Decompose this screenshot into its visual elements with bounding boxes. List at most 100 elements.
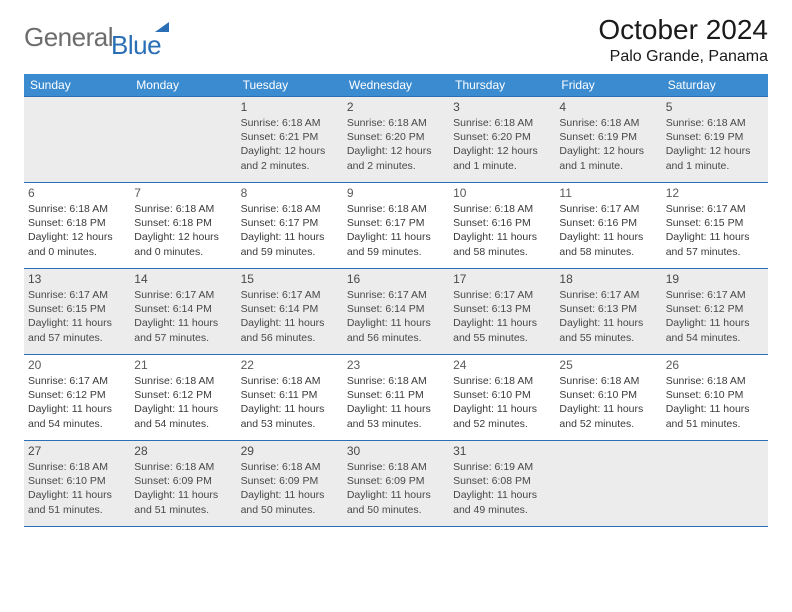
- day-number: 12: [666, 186, 764, 200]
- day-number: 3: [453, 100, 551, 114]
- day-number: 25: [559, 358, 657, 372]
- calendar-day-cell: 17 Sunrise: 6:17 AMSunset: 6:13 PMDayligh…: [449, 269, 555, 355]
- calendar-day-cell: 19Sunrise: 6:17 AMSunset: 6:12 PMDayligh…: [662, 269, 768, 355]
- day-details: Sunrise: 6:17 AMSunset: 6:14 PMDaylight:…: [347, 288, 445, 345]
- day-number: 8: [241, 186, 339, 200]
- calendar-day-cell: 31 Sunrise: 6:19 AMSunset: 6:08 PMDayligh…: [449, 441, 555, 527]
- day-number: 17: [453, 272, 551, 286]
- calendar-day-cell: 30 Sunrise: 6:18 AMSunset: 6:09 PMDayligh…: [343, 441, 449, 527]
- calendar-day-cell: 27 Sunrise: 6:18 AMSunset: 6:10 PMDayligh…: [24, 441, 130, 527]
- calendar-day-cell: 21 Sunrise: 6:18 AMSunset: 6:12 PMDayligh…: [130, 355, 236, 441]
- day-details: Sunrise: 6:18 AMSunset: 6:20 PMDaylight:…: [347, 116, 445, 173]
- logo-word-general: General: [24, 22, 113, 53]
- day-details: Sunrise: 6:18 AMSunset: 6:12 PMDaylight:…: [134, 374, 232, 431]
- calendar-head: SundayMondayTuesdayWednesdayThursdayFrid…: [24, 74, 768, 97]
- day-header: Monday: [130, 74, 236, 97]
- day-details: Sunrise: 6:17 AMSunset: 6:15 PMDaylight:…: [28, 288, 126, 345]
- day-details: Sunrise: 6:18 AMSunset: 6:10 PMDaylight:…: [559, 374, 657, 431]
- day-details: Sunrise: 6:17 AMSunset: 6:12 PMDaylight:…: [28, 374, 126, 431]
- calendar-day-cell: [130, 97, 236, 183]
- calendar-day-cell: 6 Sunrise: 6:18 AMSunset: 6:18 PMDaylight…: [24, 183, 130, 269]
- day-number: 18: [559, 272, 657, 286]
- calendar-day-cell: 12 Sunrise: 6:17 AMSunset: 6:15 PMDayligh…: [662, 183, 768, 269]
- day-details: Sunrise: 6:18 AMSunset: 6:10 PMDaylight:…: [28, 460, 126, 517]
- day-header: Sunday: [24, 74, 130, 97]
- day-details: Sunrise: 6:18 AMSunset: 6:11 PMDaylight:…: [241, 374, 339, 431]
- calendar-day-cell: [555, 441, 661, 527]
- day-number: 26: [666, 358, 764, 372]
- calendar-day-cell: 8 Sunrise: 6:18 AMSunset: 6:17 PMDaylight…: [237, 183, 343, 269]
- calendar-day-cell: 4Sunrise: 6:18 AMSunset: 6:19 PMDaylight…: [555, 97, 661, 183]
- day-details: Sunrise: 6:18 AMSunset: 6:21 PMDaylight:…: [241, 116, 339, 173]
- day-number: 29: [241, 444, 339, 458]
- day-details: Sunrise: 6:18 AMSunset: 6:09 PMDaylight:…: [134, 460, 232, 517]
- day-details: Sunrise: 6:18 AMSunset: 6:18 PMDaylight:…: [28, 202, 126, 259]
- calendar-day-cell: 14Sunrise: 6:17 AMSunset: 6:14 PMDayligh…: [130, 269, 236, 355]
- day-number: 6: [28, 186, 126, 200]
- day-header: Saturday: [662, 74, 768, 97]
- calendar-day-cell: 29Sunrise: 6:18 AMSunset: 6:09 PMDayligh…: [237, 441, 343, 527]
- calendar-week-row: 20 Sunrise: 6:17 AMSunset: 6:12 PMDayligh…: [24, 355, 768, 441]
- calendar-week-row: 27 Sunrise: 6:18 AMSunset: 6:10 PMDayligh…: [24, 441, 768, 527]
- day-details: Sunrise: 6:18 AMSunset: 6:11 PMDaylight:…: [347, 374, 445, 431]
- calendar-day-cell: 24Sunrise: 6:18 AMSunset: 6:10 PMDayligh…: [449, 355, 555, 441]
- calendar-day-cell: 1 Sunrise: 6:18 AMSunset: 6:21 PMDaylight…: [237, 97, 343, 183]
- calendar-day-cell: [24, 97, 130, 183]
- day-number: 21: [134, 358, 232, 372]
- calendar-table: SundayMondayTuesdayWednesdayThursdayFrid…: [24, 74, 768, 527]
- day-details: Sunrise: 6:18 AMSunset: 6:09 PMDaylight:…: [347, 460, 445, 517]
- calendar-week-row: 1 Sunrise: 6:18 AMSunset: 6:21 PMDaylight…: [24, 97, 768, 183]
- day-number: 1: [241, 100, 339, 114]
- calendar-day-cell: 28 Sunrise: 6:18 AMSunset: 6:09 PMDayligh…: [130, 441, 236, 527]
- calendar-day-cell: 20 Sunrise: 6:17 AMSunset: 6:12 PMDayligh…: [24, 355, 130, 441]
- calendar-day-cell: [662, 441, 768, 527]
- calendar-day-cell: 3Sunrise: 6:18 AMSunset: 6:20 PMDaylight…: [449, 97, 555, 183]
- calendar-body: 1 Sunrise: 6:18 AMSunset: 6:21 PMDaylight…: [24, 97, 768, 527]
- day-header: Wednesday: [343, 74, 449, 97]
- day-number: 2: [347, 100, 445, 114]
- day-number: 19: [666, 272, 764, 286]
- day-number: 22: [241, 358, 339, 372]
- day-number: 28: [134, 444, 232, 458]
- month-title: October 2024: [598, 14, 768, 46]
- calendar-day-cell: 15Sunrise: 6:17 AMSunset: 6:14 PMDayligh…: [237, 269, 343, 355]
- day-details: Sunrise: 6:17 AMSunset: 6:15 PMDaylight:…: [666, 202, 764, 259]
- day-number: 14: [134, 272, 232, 286]
- day-number: 10: [453, 186, 551, 200]
- day-number: 16: [347, 272, 445, 286]
- day-number: 20: [28, 358, 126, 372]
- day-details: Sunrise: 6:17 AMSunset: 6:13 PMDaylight:…: [453, 288, 551, 345]
- calendar-day-cell: 26Sunrise: 6:18 AMSunset: 6:10 PMDayligh…: [662, 355, 768, 441]
- calendar-day-cell: 22 Sunrise: 6:18 AMSunset: 6:11 PMDayligh…: [237, 355, 343, 441]
- day-details: Sunrise: 6:17 AMSunset: 6:14 PMDaylight:…: [241, 288, 339, 345]
- calendar-day-cell: 7Sunrise: 6:18 AMSunset: 6:18 PMDaylight…: [130, 183, 236, 269]
- day-number: 5: [666, 100, 764, 114]
- day-details: Sunrise: 6:18 AMSunset: 6:18 PMDaylight:…: [134, 202, 232, 259]
- calendar-day-cell: 5 Sunrise: 6:18 AMSunset: 6:19 PMDaylight…: [662, 97, 768, 183]
- logo: General Blue: [24, 14, 169, 61]
- calendar-day-cell: 18 Sunrise: 6:17 AMSunset: 6:13 PMDayligh…: [555, 269, 661, 355]
- day-number: 13: [28, 272, 126, 286]
- calendar-day-cell: 25 Sunrise: 6:18 AMSunset: 6:10 PMDayligh…: [555, 355, 661, 441]
- day-details: Sunrise: 6:18 AMSunset: 6:19 PMDaylight:…: [666, 116, 764, 173]
- calendar-day-cell: 16 Sunrise: 6:17 AMSunset: 6:14 PMDayligh…: [343, 269, 449, 355]
- location: Palo Grande, Panama: [598, 48, 768, 66]
- calendar-day-cell: 11 Sunrise: 6:17 AMSunset: 6:16 PMDayligh…: [555, 183, 661, 269]
- day-number: 27: [28, 444, 126, 458]
- calendar-day-cell: 13 Sunrise: 6:17 AMSunset: 6:15 PMDayligh…: [24, 269, 130, 355]
- day-details: Sunrise: 6:17 AMSunset: 6:16 PMDaylight:…: [559, 202, 657, 259]
- day-number: 24: [453, 358, 551, 372]
- calendar-day-cell: 23Sunrise: 6:18 AMSunset: 6:11 PMDayligh…: [343, 355, 449, 441]
- day-number: 11: [559, 186, 657, 200]
- day-details: Sunrise: 6:18 AMSunset: 6:17 PMDaylight:…: [241, 202, 339, 259]
- day-number: 4: [559, 100, 657, 114]
- day-number: 31: [453, 444, 551, 458]
- title-block: October 2024 Palo Grande, Panama: [598, 14, 768, 66]
- calendar-week-row: 13 Sunrise: 6:17 AMSunset: 6:15 PMDayligh…: [24, 269, 768, 355]
- day-details: Sunrise: 6:17 AMSunset: 6:13 PMDaylight:…: [559, 288, 657, 345]
- calendar-day-cell: 10Sunrise: 6:18 AMSunset: 6:16 PMDayligh…: [449, 183, 555, 269]
- day-details: Sunrise: 6:18 AMSunset: 6:17 PMDaylight:…: [347, 202, 445, 259]
- day-details: Sunrise: 6:19 AMSunset: 6:08 PMDaylight:…: [453, 460, 551, 517]
- day-number: 30: [347, 444, 445, 458]
- logo-word-blue: Blue: [111, 30, 161, 61]
